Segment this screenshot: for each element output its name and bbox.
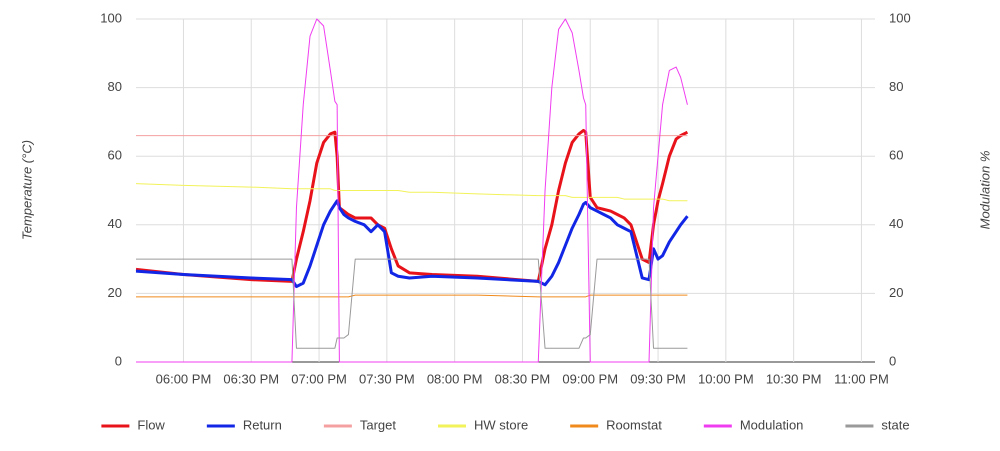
- legend-label: Roomstat: [606, 417, 662, 432]
- x-tick-label: 06:00 PM: [156, 371, 212, 386]
- y-tick-label: 40: [108, 216, 122, 231]
- x-tick-label: 09:00 PM: [562, 371, 618, 386]
- y2-tick-label: 80: [889, 79, 903, 94]
- y2-tick-label: 40: [889, 216, 903, 231]
- x-tick-label: 10:30 PM: [766, 371, 822, 386]
- y2-tick-label: 60: [889, 148, 903, 163]
- x-tick-label: 09:30 PM: [630, 371, 686, 386]
- x-tick-label: 08:30 PM: [495, 371, 551, 386]
- y-tick-label: 0: [115, 353, 122, 368]
- legend-label: Flow: [137, 417, 165, 432]
- legend-label: Return: [243, 417, 282, 432]
- x-tick-label: 08:00 PM: [427, 371, 483, 386]
- y2-tick-label: 0: [889, 353, 896, 368]
- x-tick-label: 10:00 PM: [698, 371, 754, 386]
- y-axis-label: Temperature (°C): [19, 140, 34, 240]
- y-tick-label: 20: [108, 285, 122, 300]
- x-tick-label: 11:00 PM: [834, 371, 889, 386]
- y-tick-label: 100: [100, 10, 122, 25]
- x-tick-label: 07:30 PM: [359, 371, 415, 386]
- legend-label: state: [881, 417, 909, 432]
- data-line: [136, 18, 688, 363]
- x-tick-label: 07:00 PM: [291, 371, 347, 386]
- data-line: [136, 294, 688, 298]
- y-tick-label: 80: [108, 79, 122, 94]
- legend-label: HW store: [474, 417, 528, 432]
- y2-tick-label: 20: [889, 285, 903, 300]
- data-line: [136, 258, 688, 349]
- data-line: [135, 183, 688, 202]
- y2-tick-label: 100: [889, 10, 911, 25]
- x-tick-label: 06:30 PM: [223, 371, 279, 386]
- y-tick-label: 60: [108, 148, 122, 163]
- legend-label: Modulation: [740, 417, 804, 432]
- data-line: [135, 199, 689, 289]
- legend-label: Target: [360, 417, 397, 432]
- y2-axis-label: Modulation %: [977, 151, 992, 230]
